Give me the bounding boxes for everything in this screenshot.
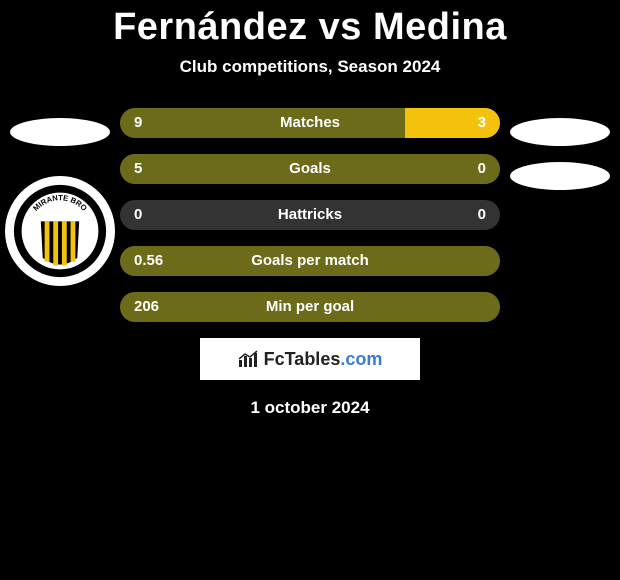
brand-name: FcTables: [264, 349, 341, 369]
stat-label: Goals per match: [120, 246, 500, 276]
stat-label: Min per goal: [120, 292, 500, 322]
brand-suffix: .com: [340, 349, 382, 369]
stat-label: Goals: [120, 154, 500, 184]
stats-area: MIRANTE BRO 93Matches 50Goals 00Hattricks 0…: [0, 108, 620, 418]
subtitle: Club competitions, Season 2024: [0, 57, 620, 77]
shield-icon: MIRANTE BRO: [12, 183, 108, 279]
page-title: Fernández vs Medina: [0, 0, 620, 49]
brand-box[interactable]: FcTables.com: [200, 338, 420, 380]
right-placeholder-1: [510, 118, 610, 146]
left-club-crest: MIRANTE BRO: [5, 176, 115, 286]
stat-row: 00Hattricks: [120, 200, 500, 230]
stat-label: Hattricks: [120, 200, 500, 230]
date-label: 1 october 2024: [0, 398, 620, 418]
stat-label: Matches: [120, 108, 500, 138]
right-placeholder-2: [510, 162, 610, 190]
left-badge-column: MIRANTE BRO: [0, 108, 120, 286]
stat-rows: 93Matches 50Goals 00Hattricks 0.56Goals per…: [120, 108, 500, 322]
brand-text: FcTables.com: [264, 349, 383, 370]
stat-row: 93Matches: [120, 108, 500, 138]
stat-row: 206Min per goal: [120, 292, 500, 322]
chart-icon: [238, 350, 260, 368]
stat-row: 0.56Goals per match: [120, 246, 500, 276]
right-badge-column: [500, 108, 620, 200]
left-placeholder-1: [10, 118, 110, 146]
stat-row: 50Goals: [120, 154, 500, 184]
comparison-card: Fernández vs Medina Club competitions, S…: [0, 0, 620, 580]
